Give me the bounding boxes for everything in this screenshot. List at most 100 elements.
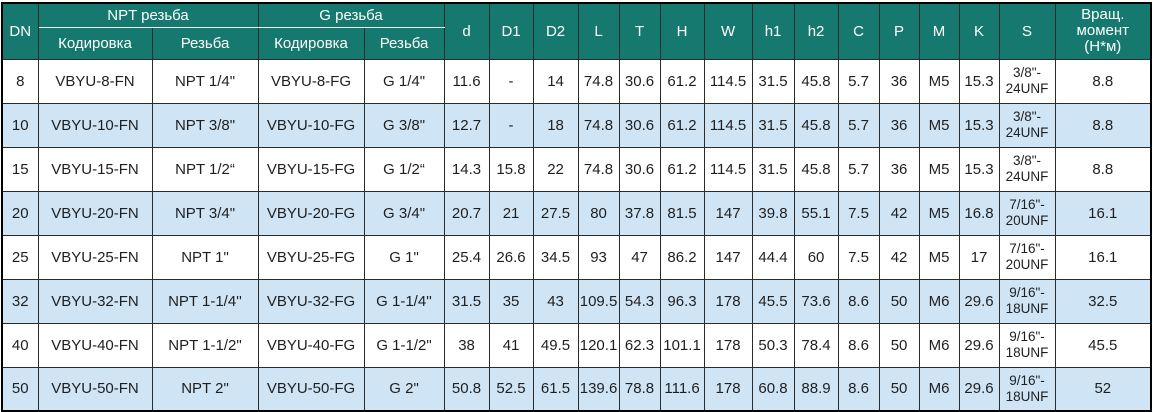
cell-npt-thread: NPT 3/8": [151, 102, 259, 148]
cell-npt-thread: NPT 1/2“: [151, 146, 259, 192]
cell-dn: 32: [1, 278, 39, 324]
cell-dn: 40: [1, 322, 39, 368]
header-l: L: [577, 2, 620, 60]
cell-t: 78.8: [618, 366, 661, 412]
cell-g-thread: G 2": [363, 366, 445, 412]
cell-npt-thread: NPT 1": [151, 234, 259, 280]
cell-k: 17: [958, 234, 1000, 280]
cell-h1: 31.5: [751, 102, 795, 148]
cell-c: 5.7: [837, 102, 880, 148]
header-torque: Вращ. момент (Н*м): [1054, 2, 1152, 60]
table-header: DN NPT резьба G резьба d D1 D2 L T H W h…: [1, 2, 1152, 60]
cell-d: 25.4: [443, 234, 490, 280]
header-w: W: [703, 2, 753, 60]
cell-g-code: VBYU-15-FG: [257, 146, 365, 192]
header-group-npt: NPT резьба: [37, 2, 259, 28]
table-row: 8 VBYU-8-FN NPT 1/4" VBYU-8-FG G 1/4" 11.6-14…: [1, 58, 1152, 104]
cell-l: 139.6: [577, 366, 620, 412]
cell-c: 8.6: [837, 366, 880, 412]
cell-k: 16.8: [958, 190, 1000, 236]
cell-h: 61.2: [659, 102, 705, 148]
table-row: 40 VBYU-40-FN NPT 1-1/2" VBYU-40-FG G 1-1/2"…: [1, 322, 1152, 368]
cell-p: 42: [878, 234, 920, 280]
cell-d2: 22: [532, 146, 579, 192]
table-row: 10 VBYU-10-FN NPT 3/8" VBYU-10-FG G 3/8" 12.7…: [1, 102, 1152, 148]
cell-g-code: VBYU-50-FG: [257, 366, 365, 412]
cell-d2: 18: [532, 102, 579, 148]
header-group-row: DN NPT резьба G резьба d D1 D2 L T H W h…: [1, 2, 1152, 60]
cell-g-thread: G 1/2“: [363, 146, 445, 192]
cell-p: 36: [878, 102, 920, 148]
header-sub-row: Кодировка Резьба Кодировка Резьба: [2, 26, 1151, 60]
cell-d1: 41: [488, 322, 534, 368]
header-npt-thread: Резьба: [151, 26, 259, 60]
cell-npt-code: VBYU-40-FN: [37, 322, 153, 368]
header-g-thread: Резьба: [363, 26, 445, 60]
header-t: T: [618, 2, 661, 60]
table-row: 15 VBYU-15-FN NPT 1/2“ VBYU-15-FG G 1/2“ 14.3…: [1, 146, 1152, 192]
cell-d1: 52.5: [488, 366, 534, 412]
cell-p: 50: [878, 278, 920, 324]
header-group-g: G резьба: [257, 2, 445, 28]
cell-t: 30.6: [618, 58, 661, 104]
cell-l: 80: [577, 190, 620, 236]
cell-d: 31.5: [443, 278, 490, 324]
cell-k: 29.6: [958, 278, 1000, 324]
header-npt-code: Кодировка: [37, 26, 153, 60]
cell-m: M5: [918, 190, 960, 236]
cell-c: 8.6: [837, 278, 880, 324]
cell-h2: 88.9: [793, 366, 839, 412]
cell-h: 111.6: [659, 366, 705, 412]
cell-d: 14.3: [443, 146, 490, 192]
cell-h2: 60: [793, 234, 839, 280]
cell-h2: 73.6: [793, 278, 839, 324]
cell-s: 9/16"- 18UNF: [998, 366, 1056, 412]
cell-dn: 10: [1, 102, 39, 148]
cell-p: 42: [878, 190, 920, 236]
cell-m: M5: [918, 146, 960, 192]
cell-c: 5.7: [837, 58, 880, 104]
cell-torque: 8.8: [1054, 146, 1152, 192]
cell-dn: 25: [1, 234, 39, 280]
cell-k: 29.6: [958, 322, 1000, 368]
cell-s: 3/8"- 24UNF: [998, 102, 1056, 148]
cell-c: 7.5: [837, 190, 880, 236]
cell-torque: 16.1: [1054, 190, 1152, 236]
table-row: 32 VBYU-32-FN NPT 1-1/4'' VBYU-32-FG G 1-1/4…: [1, 278, 1152, 324]
cell-w: 178: [703, 366, 753, 412]
cell-h2: 45.8: [793, 146, 839, 192]
cell-g-thread: G 1": [363, 234, 445, 280]
cell-d1: 26.6: [488, 234, 534, 280]
cell-l: 74.8: [577, 58, 620, 104]
cell-c: 5.7: [837, 146, 880, 192]
header-dn: DN: [1, 2, 39, 60]
cell-w: 147: [703, 234, 753, 280]
cell-torque: 16.1: [1054, 234, 1152, 280]
cell-h1: 31.5: [751, 146, 795, 192]
cell-d1: 35: [488, 278, 534, 324]
cell-m: M6: [918, 278, 960, 324]
cell-w: 147: [703, 190, 753, 236]
cell-l: 74.8: [577, 102, 620, 148]
header-k: K: [958, 2, 1000, 60]
cell-l: 109.5: [577, 278, 620, 324]
cell-h1: 60.8: [751, 366, 795, 412]
cell-l: 120.1: [577, 322, 620, 368]
cell-d1: -: [488, 58, 534, 104]
cell-g-thread: G 3/8": [363, 102, 445, 148]
cell-g-code: VBYU-32-FG: [257, 278, 365, 324]
cell-g-code: VBYU-10-FG: [257, 102, 365, 148]
header-h1: h1: [751, 2, 795, 60]
cell-h1: 44.4: [751, 234, 795, 280]
cell-npt-code: VBYU-8-FN: [37, 58, 153, 104]
cell-w: 114.5: [703, 58, 753, 104]
cell-torque: 32.5: [1054, 278, 1152, 324]
table-row: 50 VBYU-50-FN NPT 2" VBYU-50-FG G 2" 50.8 52.5…: [1, 366, 1152, 412]
cell-dn: 8: [1, 58, 39, 104]
header-s: S: [998, 2, 1056, 60]
cell-t: 47: [618, 234, 661, 280]
cell-w: 178: [703, 322, 753, 368]
cell-l: 93: [577, 234, 620, 280]
cell-torque: 8.8: [1054, 58, 1152, 104]
